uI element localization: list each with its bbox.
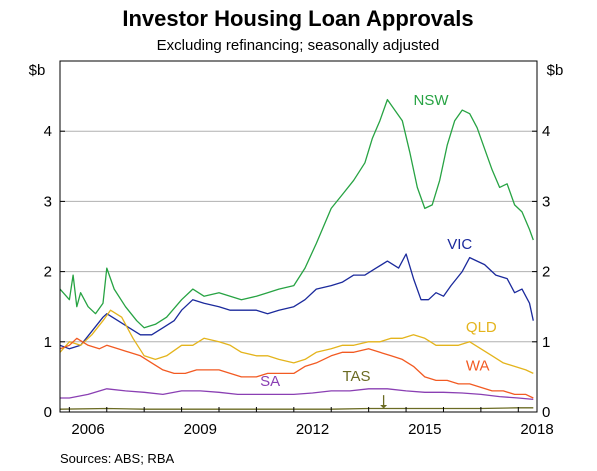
x-tick-label: 2012 — [296, 421, 329, 438]
series-label-vic: VIC — [447, 236, 472, 253]
annotations — [380, 395, 388, 409]
series-label-sa: SA — [260, 373, 280, 390]
x-tick-label: 2009 — [184, 421, 217, 438]
series-labels: NSW VIC QLD WA SA TAS — [260, 92, 497, 390]
tas-arrow-head — [380, 404, 388, 409]
series-label-tas: TAS — [342, 368, 370, 385]
series-lines — [59, 98, 534, 410]
y-tick-label-right: 1 — [542, 334, 550, 351]
y-tick-label-right: 2 — [542, 264, 550, 281]
chart-subtitle: Excluding refinancing; seasonally adjust… — [157, 37, 440, 54]
y-tick-label-right: 3 — [542, 193, 550, 210]
series-line-vic — [59, 253, 534, 350]
y-axis-unit-left: $b — [29, 62, 46, 79]
series-label-qld: QLD — [466, 319, 497, 336]
y-tick-label-left: 2 — [44, 264, 52, 281]
y-tick-label-right: 4 — [542, 123, 550, 140]
series-line-nsw — [59, 98, 534, 329]
y-axis-unit-right: $b — [547, 62, 564, 79]
y-tick-label-left: 4 — [44, 123, 52, 140]
series-line-tas — [59, 407, 534, 410]
series-label-wa: WA — [466, 358, 490, 375]
source-note: Sources: ABS; RBA — [60, 451, 174, 466]
tick-labels: 0 0 1 1 2 2 3 3 4 4 2006 2009 2012 2015 2018 — [44, 123, 554, 438]
chart-title: Investor Housing Loan Approvals — [122, 6, 473, 31]
y-tick-label-left: 3 — [44, 193, 52, 210]
y-tick-label-left: 1 — [44, 334, 52, 351]
plot-frame — [59, 60, 538, 413]
series-line-sa — [60, 388, 534, 401]
y-tick-label-left: 0 — [44, 404, 52, 421]
x-tick-label: 2015 — [408, 421, 441, 438]
series-label-nsw: NSW — [414, 92, 450, 109]
series-line-wa — [59, 337, 534, 399]
gridlines — [60, 130, 537, 343]
series-line-qld — [59, 309, 534, 374]
y-tick-label-right: 0 — [542, 404, 550, 421]
x-tick-label: 2006 — [71, 421, 104, 438]
x-tick-label: 2018 — [520, 421, 553, 438]
